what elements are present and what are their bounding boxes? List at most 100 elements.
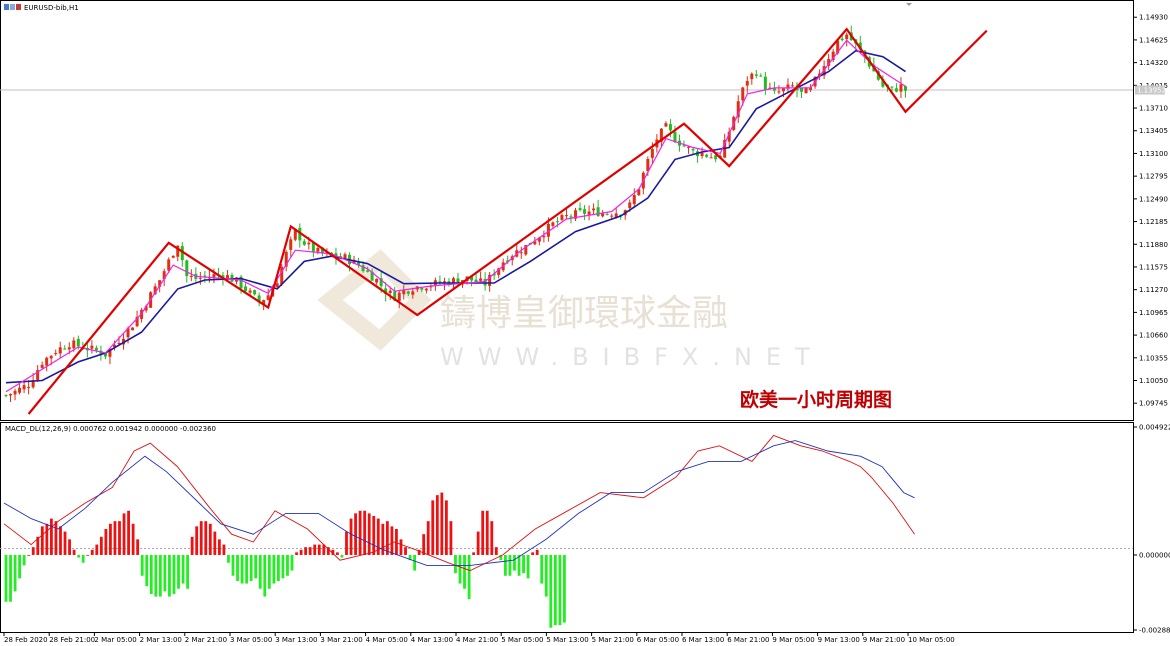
histogram-bar-negative [245,554,249,584]
histogram-bar-positive [313,544,317,555]
candle-bear [239,276,243,289]
candle-bear [99,350,103,356]
histogram-bar-positive [31,547,35,555]
histogram-bar-negative [13,554,17,592]
candle-bear [63,348,67,350]
candle-bear [456,278,460,284]
time-tick-label: 10 Mar 05:00 [908,636,955,644]
candle-bear [668,124,672,131]
macd-axis[interactable]: 0.004922 0.000000 -0.002886 [1133,424,1170,635]
macd-title: MACD_DL(12,26,9) 0.000762 0.001942 0.000… [5,425,216,433]
price-tick-label: 1.14625 [1139,36,1168,44]
histogram-bar-positive [531,552,535,555]
time-axis[interactable]: 28 Feb 2020 28 Feb 21:00 2 Mar 05:00 2 Mar … [3,633,955,644]
candle-bear [759,75,763,77]
signal-line [3,440,915,566]
candle-bull [49,355,53,359]
histogram-bar-positive [331,549,335,555]
candle-bull [411,291,415,295]
histogram-bar-negative [18,554,22,579]
candle-bull [13,390,17,395]
macd-histogram [4,492,566,628]
histogram-bar-positive [40,526,44,555]
histogram-bar-positive [27,554,31,556]
price-axis[interactable]: 1.149301.146251.143201.140151.137101.134… [1133,14,1168,408]
time-tick-label: 3 Mar 05:00 [230,636,272,644]
candle-bull [632,195,636,205]
candle-bull [537,237,541,242]
histogram-bar-positive [50,518,53,555]
candle-bull [153,286,157,295]
histogram-bar-positive [136,539,140,555]
histogram-bar-negative [340,554,344,558]
candle-bear [583,209,587,214]
candle-bull [31,380,35,388]
candle-bull [54,353,58,355]
histogram-bar-negative [558,554,562,626]
histogram-bar-positive [217,539,221,555]
candle-bull [818,73,822,77]
histogram-bar-positive [99,536,103,555]
candle-bull [352,259,356,264]
candle-bull [610,215,614,217]
candle-bear [406,291,410,294]
histogram-bar-negative [22,554,26,566]
time-tick-label: 4 Mar 13:00 [411,636,453,644]
current-price-tag-bg [1135,85,1165,95]
candle-bull [587,211,591,215]
macd-tick-label: 0.004922 [1139,424,1170,432]
candle-bull [158,280,162,287]
candle-bull [58,347,62,354]
price-tick-label: 1.10965 [1139,309,1168,317]
price-tick-label: 1.13405 [1139,127,1168,135]
candle-bull [899,84,903,92]
histogram-bar-positive [472,552,476,555]
candle-bear [4,395,8,397]
histogram-bar-positive [213,531,217,555]
time-tick-label: 4 Mar 21:00 [456,636,498,644]
candle-bull [564,215,568,217]
histogram-bar-negative [227,554,230,563]
histogram-bar-positive [426,521,430,555]
histogram-bar-positive [435,495,439,555]
histogram-bar-negative [513,554,516,571]
candle-bull [650,149,654,158]
histogram-bar-negative [522,554,525,574]
window-icon [4,4,9,10]
time-tick-label: 9 Mar 13:00 [818,636,860,644]
candle-bear [890,86,894,88]
histogram-bar-positive [326,547,330,555]
histogram-bar-negative [240,554,244,584]
candle-bull [592,208,596,211]
candle-bear [103,353,107,357]
histogram-bar-negative [181,554,185,584]
price-tick-label: 1.10355 [1139,354,1168,362]
candle-bull [67,347,71,350]
candle-bull [809,87,813,90]
chart-title: EURUSD-bib,H1 [24,4,79,12]
candle-bear [492,273,496,276]
histogram-bar-positive [68,539,71,555]
histogram-bar-positive [349,518,353,555]
candle-bear [393,291,397,301]
candle-bear [370,271,374,281]
macd-panel [0,422,1134,633]
candle-bull [18,387,22,393]
histogram-bar-positive [385,521,389,555]
candle-bull [637,189,641,196]
candle-bull [745,81,749,86]
candle-bear [361,265,365,272]
price-tick-label: 1.13100 [1139,150,1168,158]
candle-bull [402,290,406,295]
candle-bull [542,235,546,238]
histogram-bar-positive [104,528,108,555]
candle-bear [384,288,388,295]
histogram-bar-positive [363,510,367,555]
watermark-text: 鑄博皇御環球金融 [440,293,728,334]
time-tick-label: 9 Mar 21:00 [863,636,905,644]
candle-bear [338,256,342,258]
histogram-bar-negative [254,554,258,579]
candle-bull [225,275,229,280]
candle-bull [212,274,216,278]
time-tick-label: 6 Mar 21:00 [727,636,769,644]
